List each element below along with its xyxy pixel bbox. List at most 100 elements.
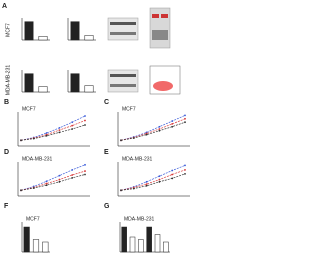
- point: [145, 133, 148, 136]
- bar: [23, 226, 30, 253]
- point: [132, 187, 135, 190]
- point: [20, 189, 22, 192]
- blot-band: [152, 14, 159, 18]
- bar: [32, 239, 40, 253]
- point: [84, 124, 86, 126]
- series-line: [20, 115, 86, 141]
- point: [45, 180, 48, 183]
- point: [184, 164, 186, 167]
- bar: [84, 35, 94, 41]
- panel-label: A: [2, 3, 7, 10]
- point: [45, 134, 48, 137]
- point: [171, 177, 174, 180]
- point: [32, 187, 35, 189]
- series-line: [120, 173, 186, 191]
- series-line: [120, 118, 186, 141]
- bar: [70, 21, 80, 41]
- blot-band: [110, 22, 136, 25]
- series-line: [20, 174, 86, 191]
- point: [158, 178, 161, 181]
- point: [71, 128, 74, 130]
- bar: [84, 85, 94, 93]
- point: [171, 173, 174, 176]
- blot-band: [110, 84, 136, 87]
- point: [171, 125, 174, 128]
- point: [158, 180, 161, 183]
- blot-band: [110, 74, 136, 77]
- panel-title: MDA-MB-231: [124, 216, 155, 222]
- bar: [163, 241, 169, 253]
- point: [184, 114, 186, 117]
- bar: [70, 73, 80, 93]
- point: [71, 176, 74, 179]
- panel-title: MDA-MB-231: [122, 156, 153, 162]
- bar: [24, 73, 34, 93]
- point: [184, 169, 186, 171]
- bar: [121, 226, 127, 253]
- panel-title: MCF7: [22, 106, 36, 112]
- bar: [42, 241, 49, 253]
- panel-title: MDA-MB-231: [22, 156, 53, 162]
- point: [184, 117, 186, 120]
- series-line: [120, 165, 186, 191]
- point: [32, 137, 35, 140]
- bar: [138, 239, 144, 253]
- point: [58, 180, 61, 183]
- blot-band: [161, 14, 168, 18]
- point: [158, 125, 161, 128]
- panel-label: G: [104, 203, 110, 210]
- panel-title: MCF7: [26, 216, 40, 222]
- point: [184, 121, 186, 124]
- point: [58, 131, 61, 134]
- point: [158, 175, 161, 178]
- blot-band: [152, 30, 168, 40]
- point: [71, 174, 74, 176]
- bar: [38, 86, 48, 93]
- flow-population: [153, 81, 173, 91]
- point: [145, 183, 148, 186]
- point: [45, 132, 48, 134]
- bar: [129, 236, 136, 253]
- point: [45, 182, 48, 185]
- panel-title: MCF7: [122, 106, 136, 112]
- point: [171, 169, 174, 172]
- point: [171, 120, 174, 122]
- point: [171, 123, 174, 125]
- series-line: [120, 115, 186, 141]
- series-line: [120, 169, 186, 191]
- point: [58, 126, 61, 129]
- panel-label: B: [4, 99, 9, 106]
- blot: [107, 69, 139, 93]
- point: [158, 129, 161, 132]
- point: [58, 178, 61, 181]
- point: [71, 121, 74, 124]
- point: [45, 184, 48, 187]
- series-line: [20, 170, 86, 191]
- point: [132, 137, 135, 139]
- point: [20, 139, 22, 142]
- point: [120, 189, 122, 192]
- point: [71, 124, 74, 127]
- panel-label: C: [104, 99, 109, 106]
- point: [84, 115, 86, 117]
- panel-label: F: [4, 203, 9, 210]
- point: [184, 173, 186, 175]
- panel-label: E: [104, 149, 109, 156]
- series-line: [20, 164, 86, 191]
- bar: [146, 226, 152, 253]
- point: [145, 180, 148, 183]
- point: [84, 173, 86, 176]
- point: [84, 119, 86, 122]
- point: [58, 174, 61, 177]
- flow-plot: [149, 65, 181, 95]
- point: [71, 169, 74, 171]
- point: [158, 128, 161, 130]
- row-label: MCF7: [5, 23, 11, 37]
- point: [120, 139, 122, 142]
- blot-band: [110, 32, 136, 35]
- point: [84, 170, 86, 172]
- point: [84, 163, 86, 166]
- point: [58, 129, 61, 132]
- point: [145, 184, 148, 187]
- row-label: MDA-MB-231: [5, 65, 11, 96]
